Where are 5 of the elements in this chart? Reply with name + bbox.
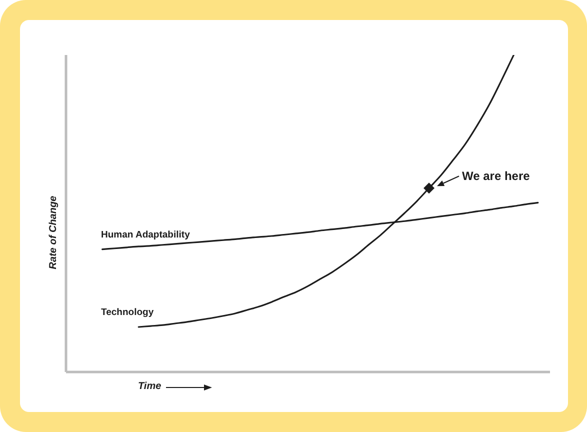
annotation: We are here [462,169,530,184]
series-label: Human Adaptability [101,229,191,240]
y-axis-title: Rate of Change [48,195,59,270]
x-axis-title: Time [138,380,162,394]
series-label: Technology [101,306,154,318]
